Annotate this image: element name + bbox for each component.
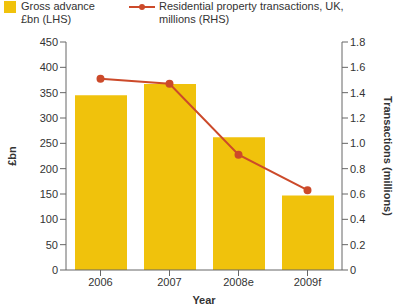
svg-text:50: 50 (46, 239, 58, 251)
svg-text:0: 0 (52, 264, 58, 276)
svg-text:£bn: £bn (8, 146, 18, 166)
svg-text:250: 250 (40, 137, 58, 149)
svg-text:400: 400 (40, 61, 58, 73)
html-text:Gross advance £bn (LHS): Gross advance £bn (LHS) (21, 0, 95, 25)
svg-text:2007: 2007 (157, 276, 181, 288)
svg-text:100: 100 (40, 213, 58, 225)
svg-text:0: 0 (350, 264, 356, 276)
svg-text:0.4: 0.4 (350, 213, 365, 225)
svg-text:2008e: 2008e (223, 276, 254, 288)
svg-text:Year: Year (192, 294, 216, 304)
svg-text:350: 350 (40, 87, 58, 99)
svg-text:450: 450 (40, 36, 58, 48)
svg-text:Transactions (millions): Transactions (millions) (382, 96, 392, 216)
svg-text:0.2: 0.2 (350, 239, 365, 251)
html-text:Residential property transacti: Residential property transactions, UK, m… (159, 0, 344, 25)
svg-text:1.2: 1.2 (350, 112, 365, 124)
svg-text:200: 200 (40, 163, 58, 175)
svg-text:2006: 2006 (88, 276, 112, 288)
svg-text:1.4: 1.4 (350, 87, 365, 99)
svg-text:300: 300 (40, 112, 58, 124)
svg-text:0.6: 0.6 (350, 188, 365, 200)
svg-text:1.8: 1.8 (350, 36, 365, 48)
svg-text:150: 150 (40, 188, 58, 200)
svg-text:1.6: 1.6 (350, 61, 365, 73)
svg-text:1.0: 1.0 (350, 137, 365, 149)
svg-text:0.8: 0.8 (350, 163, 365, 175)
svg-text:2009f: 2009f (294, 276, 322, 288)
